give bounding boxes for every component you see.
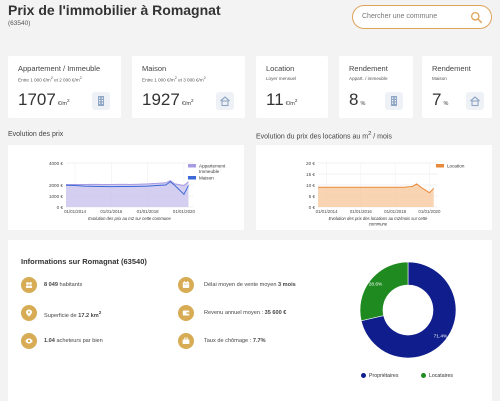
card-subtitle: Entre 1 000 €/m2 et 3 000 €/m2 (142, 76, 206, 83)
info-unemployment: Taux de chômage : 7.7% (204, 338, 266, 344)
card-value: 8% (349, 90, 366, 109)
legend-swatch-house (188, 176, 196, 180)
card-yield-house: Rendement Maison 7% (422, 56, 492, 118)
info-sale-delay: Délai moyen de vente moyen 3 mois (204, 282, 296, 288)
x-tick-label: 01/01/2020 (418, 209, 441, 214)
location-pin-icon (21, 305, 37, 321)
y-tick-label: 5 € (309, 194, 316, 199)
search-icon[interactable] (470, 11, 483, 24)
donut-slice-tenants (359, 261, 409, 322)
y-tick-label: 4000 € (49, 161, 63, 166)
x-tick-label: 01/01/2020 (173, 209, 196, 214)
card-subtitle: Maison (432, 76, 447, 81)
house-icon (216, 92, 234, 110)
legend-owners: Propriétaires (361, 373, 398, 379)
x-tick-label: 01/01/2014 (64, 209, 87, 214)
chart-caption: commune (369, 222, 388, 227)
page-title: Prix de l'immobilier à Romagnat (8, 2, 221, 18)
card-value: 1707 €/m2 (18, 90, 70, 109)
card-title: Appartement / Immeuble (18, 64, 101, 73)
building-icon (385, 92, 403, 110)
card-title: Rendement (349, 64, 388, 73)
chart-caption: Evolution des prix au m2 sur cette commu… (88, 216, 171, 221)
legend-swatch-apartment (188, 164, 196, 168)
y-tick-label: 20 € (306, 161, 315, 166)
info-buyers: 1.04 acheteurs par bien (44, 338, 103, 344)
clock-icon (178, 277, 194, 293)
info-area: Superficie de 17.2 km2 (44, 310, 102, 319)
y-tick-label: 0 € (57, 205, 64, 210)
people-icon (21, 277, 37, 293)
y-tick-label: 0 € (309, 205, 316, 210)
card-yield-apartment: Rendement Appart. / immeuble 8% (339, 56, 413, 118)
y-tick-label: 1000 € (49, 194, 63, 199)
rent-chart: 0 € 5 € 10 € 15 € 20 € 01/01/2014 01/01/2016 01… (256, 145, 492, 230)
info-income: Revenu annuel moyen : 35 600 € (204, 310, 287, 316)
legend-apartment: Appartement (199, 163, 226, 168)
card-title: Maison (142, 64, 167, 73)
x-tick-label: 01/01/2016 (350, 209, 373, 214)
eye-icon (21, 333, 37, 349)
series-line (66, 180, 189, 187)
donut-label: 28.6% (369, 282, 383, 288)
legend-building: Immeuble (199, 169, 220, 174)
legend-swatch-rent (436, 164, 444, 168)
price-chart-svg: 0 € 1000 € 2000 € 4000 € 01/01/2014 01/01/201… (49, 161, 226, 221)
y-tick-label: 10 € (306, 183, 315, 188)
series-area (318, 183, 434, 207)
legend-rent: Location (447, 163, 465, 168)
card-value: 1927 €/m2 (142, 90, 194, 109)
card-house: Maison Entre 1 000 €/m2 et 3 000 €/m2 19… (132, 56, 245, 118)
house-icon (466, 92, 484, 110)
series-area (66, 180, 189, 207)
legend-house: Maison (199, 175, 214, 180)
chart-caption: Evolution des prix des locations au m2/m… (329, 216, 428, 221)
y-tick-label: 15 € (306, 172, 315, 177)
ownership-donut-svg: 71.4% 28.6% (359, 261, 457, 359)
briefcase-icon (178, 333, 194, 349)
donut-label: 71.4% (434, 333, 448, 339)
info-inhabitants: 8 049 habitants (44, 282, 83, 288)
card-title: Rendement (432, 64, 471, 73)
rent-chart-title: Evolution du prix des locations au m2 / … (256, 131, 392, 141)
x-tick-label: 01/01/2018 (137, 209, 160, 214)
series-line (318, 183, 435, 194)
ownership-donut: 71.4% 28.6% (358, 260, 458, 360)
owners-swatch (361, 373, 366, 378)
price-chart-title: Evolution des prix (8, 131, 64, 138)
card-value: 11 €/m2 (266, 90, 298, 109)
price-chart: 0 € 1000 € 2000 € 4000 € 01/01/2014 01/01/201… (8, 145, 244, 230)
x-tick-label: 01/01/2018 (384, 209, 407, 214)
card-value: 7% (432, 90, 449, 109)
search-box[interactable]: Chercher une commune (352, 5, 492, 29)
y-tick-label: 2000 € (49, 183, 63, 188)
x-tick-label: 01/01/2014 (316, 209, 339, 214)
info-title: Informations sur Romagnat (63540) (21, 257, 147, 266)
building-icon (92, 92, 110, 110)
card-rent: Location Loyer mensuel 11 €/m2 (256, 56, 328, 118)
card-title: Location (266, 64, 295, 73)
rent-chart-svg: 0 € 5 € 10 € 15 € 20 € 01/01/2014 01/01/2016 01… (306, 161, 465, 227)
legend-tenants: Locataires (421, 373, 453, 379)
donut-slice-owners (360, 261, 457, 359)
tenants-swatch (421, 373, 426, 378)
card-apartment: Appartement / Immeuble Entre 1 000 €/m2 … (8, 56, 121, 118)
card-subtitle: Loyer mensuel (266, 76, 297, 81)
x-tick-label: 01/01/2016 (100, 209, 123, 214)
search-input[interactable]: Chercher une commune (362, 13, 438, 20)
card-subtitle: Entre 1 000 €/m2 et 2 000 €/m2 (18, 76, 82, 83)
info-panel: Informations sur Romagnat (63540) 8 049 … (8, 240, 492, 401)
card-subtitle: Appart. / immeuble (349, 76, 388, 81)
postal-code: (63540) (8, 20, 31, 27)
series-line (65, 181, 189, 196)
wallet-icon (178, 305, 194, 321)
